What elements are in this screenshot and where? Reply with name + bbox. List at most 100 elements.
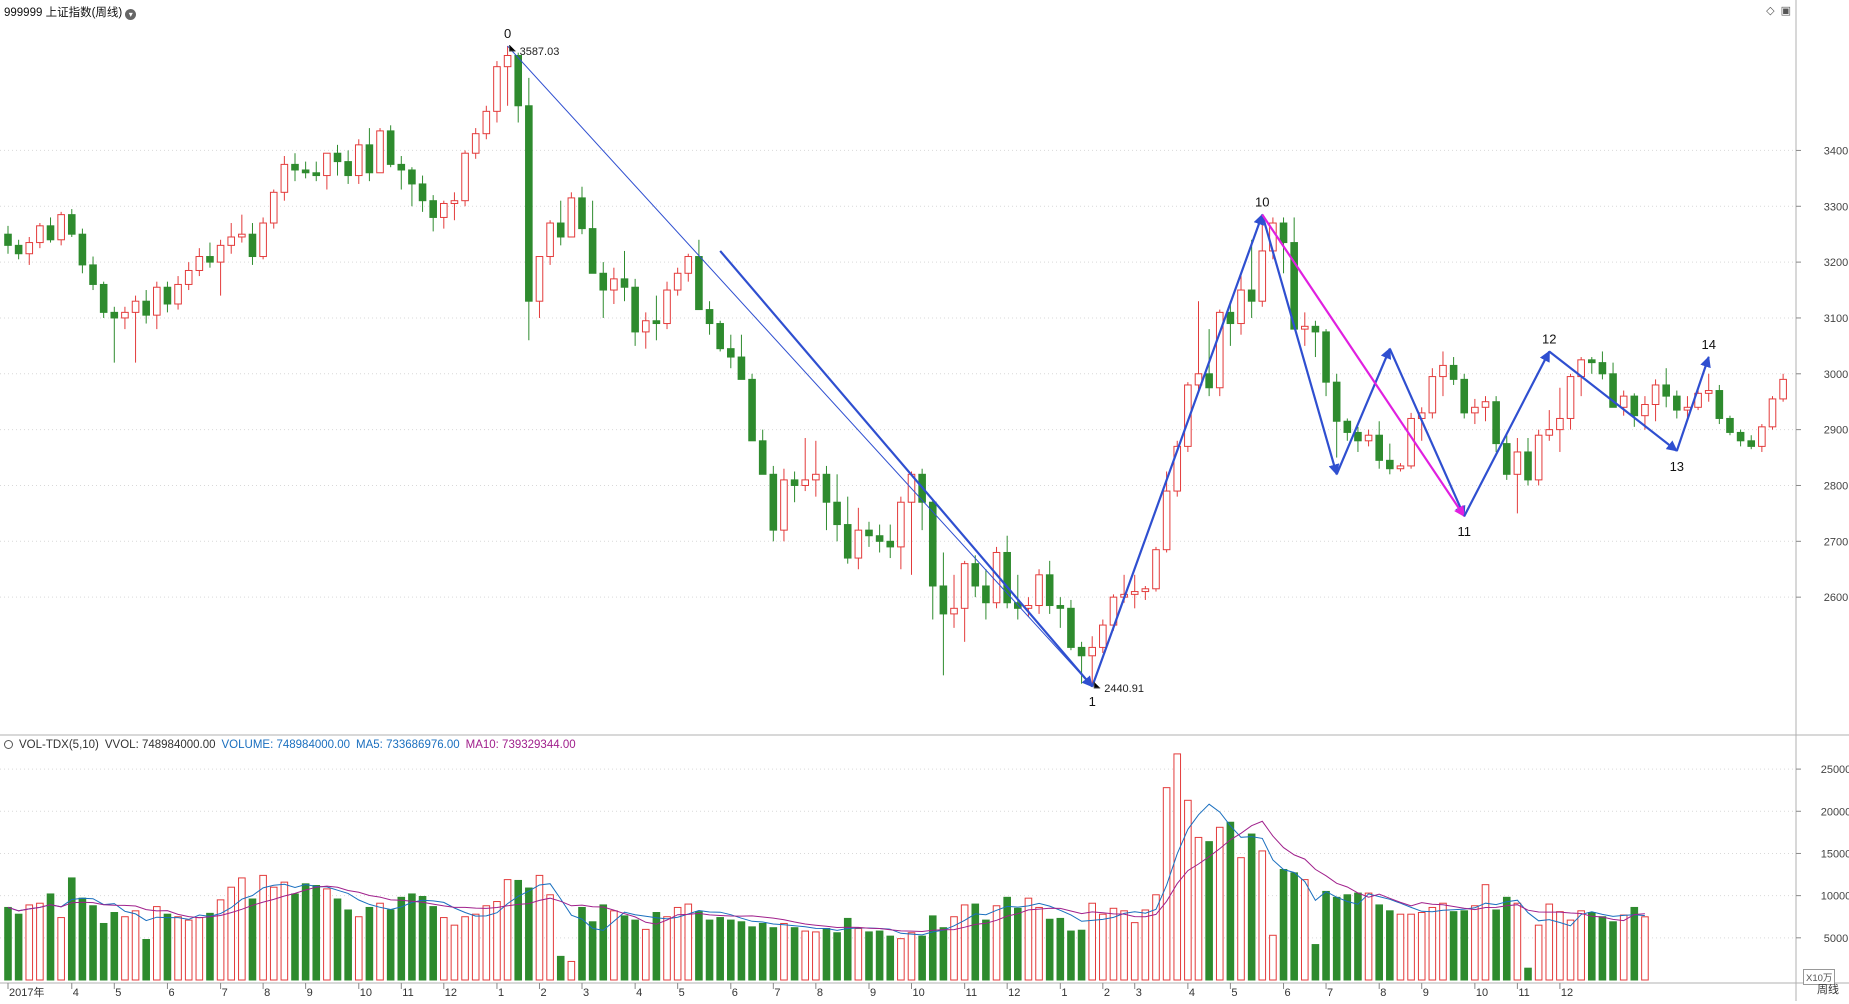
candle-body	[1311, 325, 1320, 333]
volume-bar	[1258, 850, 1267, 981]
volume-bar	[354, 916, 363, 981]
extreme-value-label: 3587.03	[520, 46, 560, 58]
volume-bar	[1205, 841, 1213, 981]
volume-bar	[1630, 906, 1639, 981]
x-tick-label: 10	[1476, 987, 1488, 999]
candle-body	[174, 283, 182, 305]
period-label[interactable]: 周线	[1817, 984, 1839, 996]
volume-bar	[440, 917, 448, 981]
chart-title[interactable]: 999999 上证指数(周线) ▾	[4, 4, 137, 20]
volume-bar	[950, 916, 958, 981]
volume-bar	[1513, 902, 1522, 981]
volume-bar	[1024, 897, 1033, 981]
candle-body	[259, 222, 267, 258]
price-tick-label: 3000	[1824, 369, 1848, 381]
candle-body	[450, 200, 459, 204]
volume-bar	[769, 927, 778, 981]
candle-body	[280, 163, 289, 193]
volume-bar	[1099, 913, 1107, 981]
volume-bar	[631, 919, 639, 981]
candle-body	[1556, 417, 1564, 431]
volume-bar	[1566, 919, 1575, 981]
price-tick-label: 3300	[1824, 201, 1848, 213]
candle-body	[110, 311, 119, 319]
value-pointer	[509, 44, 516, 52]
candle-body	[1768, 398, 1777, 428]
volume-bar	[1045, 918, 1054, 981]
volume-bar	[1194, 836, 1203, 981]
volume-bar	[333, 898, 342, 981]
volume-bar	[482, 905, 491, 981]
volume-bar	[376, 902, 384, 981]
x-tick-label: 5	[679, 987, 685, 999]
volume-bar	[14, 913, 23, 981]
candle-body	[471, 133, 480, 154]
volume-bar	[907, 932, 916, 981]
candle-body	[1088, 646, 1096, 657]
volume-tick-label: 10000	[1821, 891, 1849, 903]
candle-body	[1205, 373, 1213, 389]
gear-icon[interactable]	[4, 740, 13, 749]
volume-bar	[450, 924, 459, 981]
x-tick-label: 6	[1285, 987, 1291, 999]
candle-body	[397, 163, 406, 171]
volume-bar	[1269, 934, 1277, 981]
volume-bar	[259, 874, 267, 981]
candle-body	[1502, 443, 1511, 475]
diamond-icon[interactable]: ◇	[1766, 5, 1775, 17]
candle-body	[1566, 376, 1575, 419]
volume-bar	[886, 935, 895, 981]
wave-line	[1091, 213, 1265, 687]
ma5-value: MA5: 733686976.00	[356, 739, 460, 751]
x-tick-label: 2	[1104, 987, 1110, 999]
volume-bar	[843, 917, 852, 981]
candle-body	[737, 356, 746, 380]
price-tick-label: 2900	[1824, 425, 1848, 437]
candle-body	[142, 300, 150, 316]
vvol-value: VVOL: 748984000.00	[104, 739, 216, 751]
volume-bar	[1035, 906, 1043, 981]
candle-body	[323, 152, 331, 177]
x-tick-label: 5	[115, 987, 121, 999]
candle-body	[812, 473, 820, 481]
volume-bar	[184, 919, 193, 981]
x-tick-label: 6	[732, 987, 738, 999]
vol-indicator-name[interactable]: VOL-TDX(5,10)	[19, 739, 99, 751]
x-tick-label: 7	[1327, 987, 1333, 999]
candle-body	[684, 256, 693, 274]
window-toggle-icon[interactable]: ▣	[1780, 5, 1791, 17]
candle-body	[535, 256, 544, 302]
volume-bar	[1215, 826, 1224, 981]
candle-body	[1545, 429, 1554, 436]
candle-body	[631, 286, 639, 333]
chevron-down-icon[interactable]: ▾	[125, 9, 137, 20]
volume-bar	[1343, 894, 1352, 981]
volume-bar	[418, 895, 427, 981]
candle-body	[1300, 325, 1309, 330]
volume-bar	[1364, 892, 1373, 981]
candle-body	[57, 214, 65, 241]
volume-bar	[812, 931, 820, 981]
candle-body	[67, 214, 76, 235]
price-tick-label: 2800	[1824, 480, 1848, 492]
volume-bar	[1279, 868, 1288, 981]
volume-bar	[269, 886, 278, 981]
volume-value: VOLUME: 748984000.00	[221, 739, 351, 751]
volume-bar	[758, 922, 767, 981]
candle-body	[663, 289, 671, 325]
volume-bar	[163, 913, 172, 981]
candle-body	[567, 197, 576, 238]
candle-body	[216, 244, 225, 263]
volume-bar	[1577, 910, 1585, 981]
candle-body	[1375, 434, 1383, 461]
candle-body	[939, 585, 948, 615]
candle-body	[1704, 390, 1713, 394]
candle-body	[206, 256, 214, 263]
candle-body	[950, 607, 958, 615]
volume-bar	[238, 877, 246, 981]
volume-bar	[1300, 879, 1309, 981]
candle-body	[89, 264, 97, 285]
candle-body	[1130, 591, 1139, 595]
